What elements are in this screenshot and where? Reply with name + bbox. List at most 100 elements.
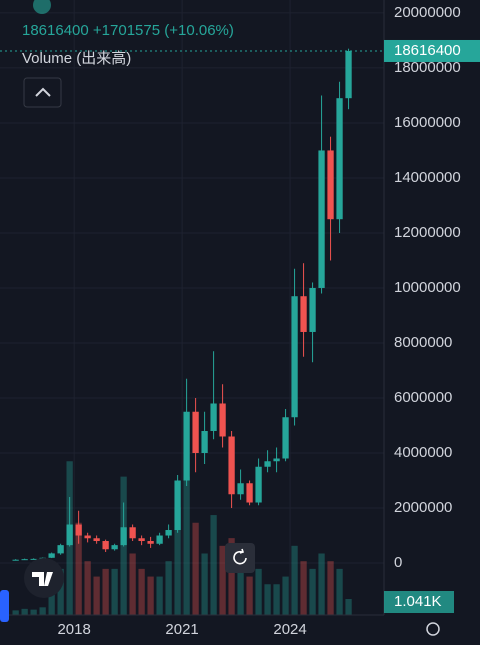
volume-bar <box>48 591 55 615</box>
volume-bar <box>237 568 244 615</box>
y-tick-label: 16000000 <box>394 114 461 131</box>
candle-body <box>291 296 298 418</box>
candle-body <box>300 296 307 332</box>
collapse-button[interactable] <box>23 77 62 108</box>
candle-body <box>228 436 235 495</box>
volume-bar <box>201 553 208 615</box>
candle-body <box>210 403 217 431</box>
candle-body <box>66 524 73 546</box>
x-tick-label: 2018 <box>57 621 90 638</box>
volume-bar <box>192 522 199 615</box>
candle-body <box>336 98 343 220</box>
volume-bar <box>300 561 307 615</box>
settings-icon[interactable] <box>426 622 440 636</box>
candle-body <box>111 545 118 550</box>
volume-bar <box>327 561 334 615</box>
x-tick-label: 2024 <box>273 621 306 638</box>
candle-body <box>30 558 37 560</box>
volume-bar <box>345 598 352 615</box>
x-tick-label: 2021 <box>165 621 198 638</box>
candle-body <box>12 559 19 561</box>
volume-bar <box>336 568 343 615</box>
status-dot <box>33 0 51 14</box>
candle-body <box>309 287 316 332</box>
y-tick-label: 20000000 <box>394 4 461 21</box>
candle-body <box>21 559 28 561</box>
volume-bar <box>183 476 190 615</box>
y-tick-label: 10000000 <box>394 279 461 296</box>
candle-body <box>48 553 55 558</box>
candle-body <box>147 541 154 544</box>
y-tick-label: 4000000 <box>394 444 452 461</box>
candle-body <box>174 480 181 531</box>
volume-bar <box>273 584 280 615</box>
candle-body <box>345 50 352 99</box>
candle-body <box>102 541 109 550</box>
candle-body <box>318 150 325 288</box>
candle-body <box>93 538 100 542</box>
volume-bar <box>165 561 172 615</box>
volume-bar <box>102 568 109 615</box>
candle-body <box>246 483 253 503</box>
y-tick-label: 8000000 <box>394 334 452 351</box>
volume-bar <box>30 609 37 615</box>
candle-body <box>255 466 262 503</box>
volume-bar <box>309 568 316 615</box>
volume-bar <box>93 576 100 615</box>
volume-bar <box>138 568 145 615</box>
candle-body <box>237 483 244 495</box>
y-tick-label: 12000000 <box>394 224 461 241</box>
candle-body <box>264 461 271 467</box>
tv-logo-mark <box>32 572 53 586</box>
candle-body <box>219 403 226 437</box>
volume-bar <box>228 538 235 615</box>
y-tick-label: 14000000 <box>394 169 461 186</box>
volume-bar <box>156 576 163 615</box>
side-tab[interactable] <box>0 590 9 622</box>
volume-bar <box>246 576 253 615</box>
volume-bar <box>21 608 28 615</box>
volume-bar <box>111 568 118 615</box>
last-volume-tag <box>384 591 454 613</box>
volume-bar <box>264 584 271 615</box>
legend-price: 18616400 +1701575 (+10.06%) <box>22 22 234 39</box>
volume-bar <box>75 522 82 615</box>
candle-body <box>120 527 127 546</box>
candle-body <box>57 545 64 554</box>
last-price-label: 18616400 <box>394 42 461 59</box>
volume-bar <box>129 553 136 615</box>
candle-body <box>156 535 163 544</box>
candle-body <box>165 530 172 536</box>
volume-bar <box>282 576 289 615</box>
candle-body <box>75 524 82 536</box>
candle-body <box>192 411 199 453</box>
y-tick-label: 2000000 <box>394 499 452 516</box>
candle-body <box>282 417 289 459</box>
volume-bar <box>57 568 64 615</box>
volume-title: Volume (出来高) <box>22 50 131 67</box>
candle-body <box>84 535 91 539</box>
y-tick-label: 6000000 <box>394 389 452 406</box>
reset-icon <box>233 548 247 565</box>
y-tick-label: 18000000 <box>394 59 461 76</box>
candle-body <box>183 411 190 481</box>
volume-bar <box>147 576 154 615</box>
volume-bar <box>12 610 19 615</box>
candle-body <box>138 538 145 542</box>
candle-body <box>201 430 208 453</box>
volume-bar <box>84 561 91 615</box>
reset-button[interactable] <box>225 543 255 573</box>
volume-bar <box>39 607 46 615</box>
volume-bar <box>255 568 262 615</box>
candle-body <box>327 150 334 220</box>
last-volume-label: 1.041K <box>394 593 442 610</box>
candle-body <box>129 527 136 539</box>
volume-bar <box>318 553 325 615</box>
volume-bar <box>219 545 226 615</box>
volume-bar <box>174 507 181 615</box>
candle-body <box>273 458 280 462</box>
collapse-icon <box>35 87 51 97</box>
volume-bar <box>291 545 298 615</box>
volume-bar <box>210 515 217 615</box>
